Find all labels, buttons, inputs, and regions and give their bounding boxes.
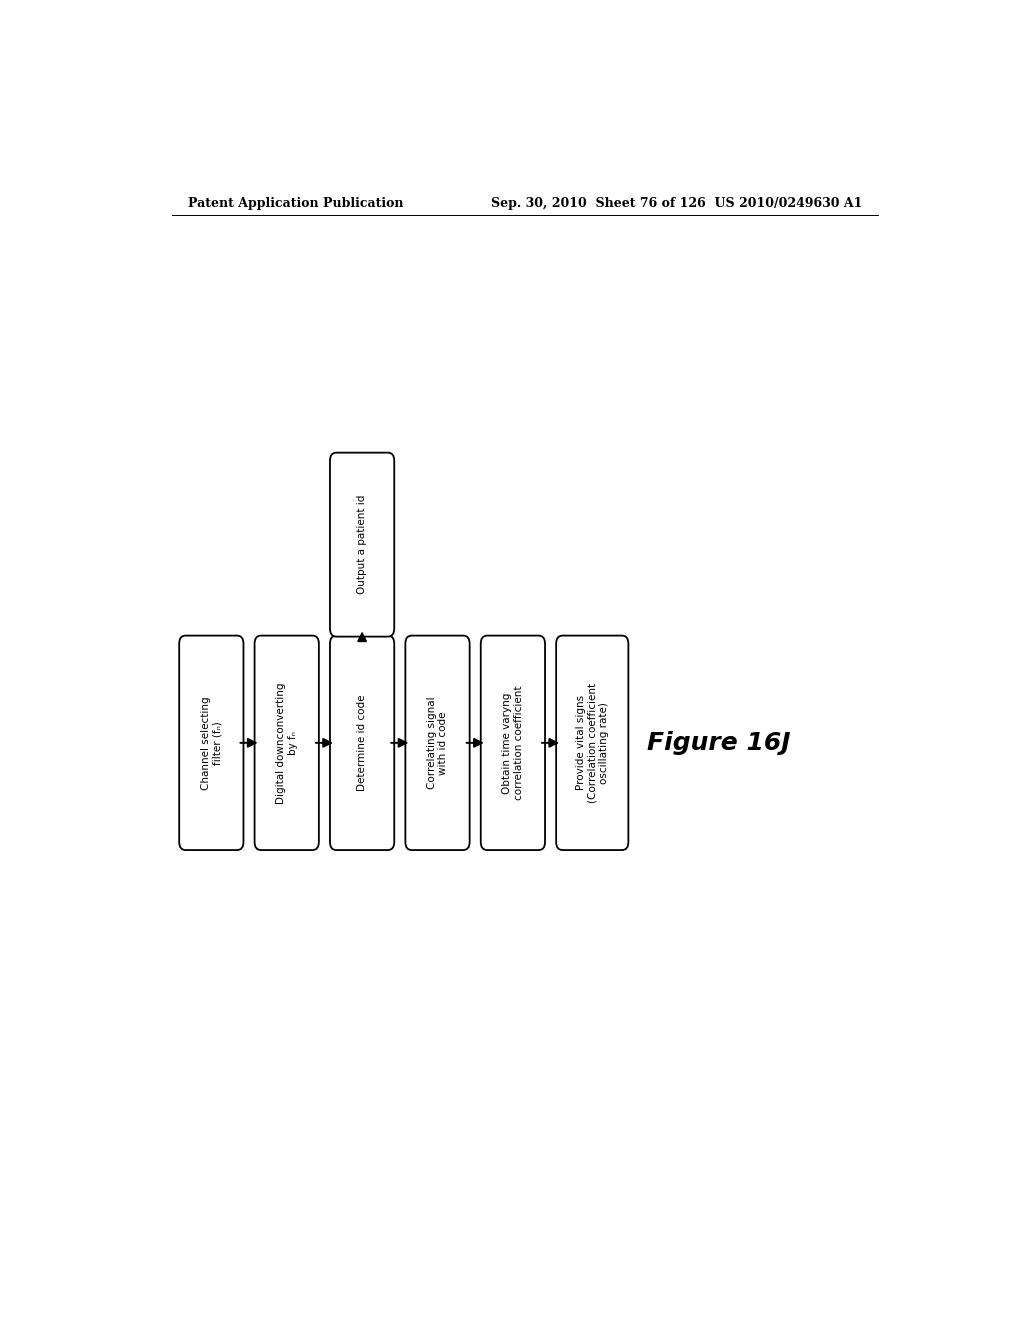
Text: Provide vital signs
(Correlation coefficient
oscillating rate): Provide vital signs (Correlation coeffic…	[575, 682, 609, 803]
FancyBboxPatch shape	[330, 453, 394, 636]
Text: Output a patient id: Output a patient id	[357, 495, 368, 594]
FancyBboxPatch shape	[480, 636, 545, 850]
Text: Determine id code: Determine id code	[357, 694, 368, 791]
Text: Channel selecting
filter (fₙ): Channel selecting filter (fₙ)	[201, 696, 222, 789]
Text: Digital downconverting
by fₙ: Digital downconverting by fₙ	[275, 682, 298, 804]
FancyBboxPatch shape	[406, 636, 470, 850]
Text: Figure 16J: Figure 16J	[647, 731, 791, 755]
FancyBboxPatch shape	[330, 636, 394, 850]
Text: Sep. 30, 2010  Sheet 76 of 126  US 2010/0249630 A1: Sep. 30, 2010 Sheet 76 of 126 US 2010/02…	[490, 197, 862, 210]
FancyBboxPatch shape	[179, 636, 244, 850]
FancyBboxPatch shape	[556, 636, 629, 850]
FancyBboxPatch shape	[255, 636, 318, 850]
Text: Patent Application Publication: Patent Application Publication	[187, 197, 403, 210]
Text: Correlating signal
with id code: Correlating signal with id code	[427, 697, 449, 789]
Text: Obtain time varyng
correlation coefficient: Obtain time varyng correlation coefficie…	[502, 685, 523, 800]
